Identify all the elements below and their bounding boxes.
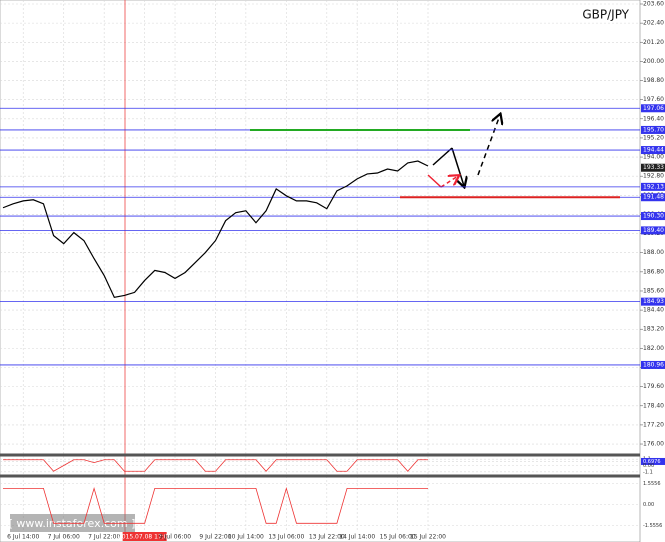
current-price-box: [641, 163, 665, 172]
y-tick-label: 196.40: [643, 115, 664, 122]
indicator-label-box: [641, 457, 665, 465]
level-label-box: [641, 360, 665, 369]
y-tick-label: 197.60: [643, 96, 664, 103]
price-line: [2, 160, 429, 299]
indicator-tick-label: 0.6976: [643, 459, 661, 465]
x-tick-label: 2015.07.08 17:00: [118, 534, 172, 541]
y-tick-label: 186.80: [643, 268, 664, 275]
y-tick-label: 183.20: [643, 326, 664, 333]
forecast-arrow: [427, 174, 442, 188]
level-label: 180.96: [643, 361, 664, 368]
y-tick-label: 177.20: [643, 421, 664, 428]
level-label-box: [641, 297, 665, 306]
x-tick-label: 7 Jul 06:00: [48, 534, 80, 541]
y-tick-label: 195.20: [643, 134, 664, 141]
y-tick-label: 194.00: [643, 154, 664, 161]
level-label: 191.48: [643, 194, 664, 201]
level-label-box: [641, 146, 665, 155]
level-label-box: [641, 193, 665, 202]
y-tick-label: 203.60: [643, 1, 664, 8]
y-tick-label: 198.80: [643, 77, 664, 84]
chart-title: GBP/JPY: [582, 8, 629, 22]
indicator-tick-label: 0.00: [643, 463, 654, 469]
y-tick-label: 200.00: [643, 58, 664, 65]
y-tick-label: 202.40: [643, 20, 664, 27]
y-tick-label: 192.80: [643, 173, 664, 180]
level-label: 194.44: [643, 147, 664, 154]
y-tick-label: 182.00: [643, 345, 664, 352]
current-price-label: 193.33: [643, 164, 664, 171]
forecast-arrow: [451, 147, 464, 186]
forecast-arrow: [432, 147, 453, 166]
x-tick-label: 9 Jul 06:00: [159, 534, 191, 541]
x-tick-label: 15 Jul 22:00: [410, 534, 446, 541]
level-label: 192.13: [643, 183, 664, 190]
y-tick-label: 201.20: [643, 39, 664, 46]
y-tick-label: 184.40: [643, 307, 664, 314]
forecast-arrow: [477, 115, 500, 176]
indicator-tick-label: -1.5556: [643, 523, 662, 529]
level-label-box: [641, 212, 665, 221]
forecast-arrow: [440, 176, 458, 188]
x-tick-label: 9 Jul 22:00: [199, 534, 231, 541]
y-tick-label: 185.60: [643, 287, 664, 294]
indicator-tick-label: 1.5556: [643, 481, 661, 487]
level-label: 189.40: [643, 227, 664, 234]
indicator-line: [3, 486, 428, 524]
plot-frame: [0, 0, 641, 542]
y-tick-label: 176.00: [643, 441, 664, 448]
x-tick-label: 6 Jul 14:00: [7, 534, 39, 541]
y-tick-label: 178.40: [643, 402, 664, 409]
level-label-box: [641, 182, 665, 191]
level-label-box: [641, 226, 665, 235]
x-tick-label: 13 Jul 06:00: [268, 534, 304, 541]
x-tick-label: 13 Jul 22:00: [309, 534, 345, 541]
level-label: 184.93: [643, 298, 664, 305]
indicator-line: [3, 459, 428, 472]
x-tick-label: 15 Jul 06:00: [380, 534, 416, 541]
level-label-box: [641, 104, 665, 113]
y-tick-label: 179.60: [643, 383, 664, 390]
x-tick-label: 10 Jul 14:00: [228, 534, 264, 541]
x-tick-label: 7 Jul 22:00: [88, 534, 120, 541]
indicator-tick-label: -1.1: [643, 469, 653, 475]
level-label-box: [641, 125, 665, 134]
level-label: 195.70: [643, 126, 664, 133]
y-tick-label: 188.00: [643, 249, 664, 256]
indicator-tick-label: 0.00: [643, 502, 654, 508]
level-label: 197.06: [643, 105, 664, 112]
x-tick-label: 14 Jul 14:00: [339, 534, 375, 541]
x-label-highlight: [122, 532, 167, 541]
level-label: 190.30: [643, 213, 664, 220]
